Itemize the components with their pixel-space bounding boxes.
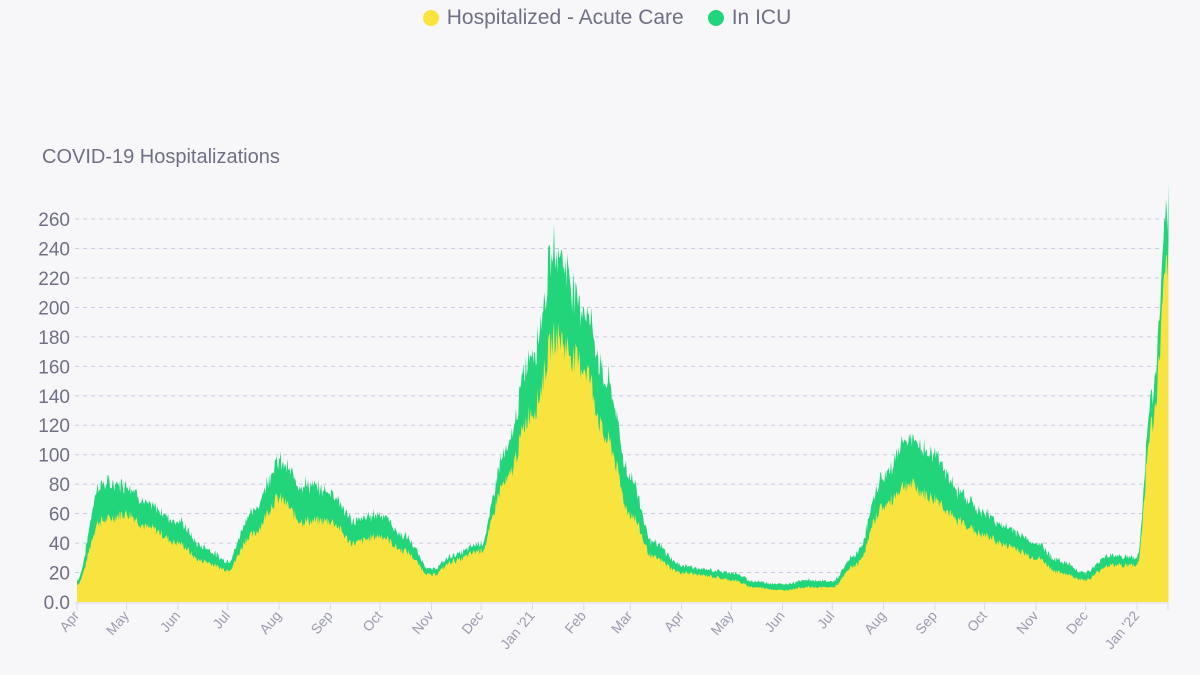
y-tick-label: 100 bbox=[38, 446, 70, 467]
x-tick-label: Feb bbox=[561, 607, 589, 636]
x-tick-label: Jul bbox=[814, 608, 838, 632]
x-tick-label: Jan '21 bbox=[497, 607, 538, 652]
y-tick-label: 180 bbox=[38, 328, 70, 349]
x-tick-label: Oct bbox=[964, 608, 990, 635]
y-tick-label: 220 bbox=[38, 269, 70, 290]
y-tick-label: 80 bbox=[49, 475, 70, 496]
y-tick-label: 120 bbox=[38, 416, 70, 437]
y-tick-label: 260 bbox=[38, 210, 70, 231]
x-tick-label: Oct bbox=[359, 608, 385, 635]
y-tick-label: 160 bbox=[38, 357, 70, 378]
y-tick-label: 20 bbox=[49, 564, 70, 585]
x-tick-label: Apr bbox=[661, 607, 687, 634]
y-tick-label: 200 bbox=[38, 298, 70, 319]
x-tick-label: Dec bbox=[1063, 608, 1091, 637]
legend-item-icu[interactable]: In ICU bbox=[694, 6, 792, 30]
x-tick-label: May bbox=[103, 608, 132, 639]
y-tick-label: 0.0 bbox=[44, 593, 70, 614]
x-tick-label: May bbox=[707, 608, 736, 639]
x-tick-label: Sep bbox=[912, 607, 940, 637]
legend-dot-icu bbox=[707, 10, 724, 26]
x-tick-label: Nov bbox=[408, 608, 436, 637]
x-tick-label: Mar bbox=[608, 607, 636, 636]
x-tick-label: Jul bbox=[209, 608, 233, 632]
x-tick-label: Nov bbox=[1013, 608, 1041, 637]
chart-legend: Hospitalized - Acute Care In ICU bbox=[0, 6, 1200, 30]
legend-label-acute-care: Hospitalized - Acute Care bbox=[446, 6, 684, 29]
legend-label-icu: In ICU bbox=[731, 6, 792, 29]
y-tick-label: 40 bbox=[49, 534, 70, 555]
chart-title: COVID-19 Hospitalizations bbox=[42, 146, 280, 168]
x-tick-label: Aug bbox=[861, 608, 889, 637]
x-tick-label: Jan '22 bbox=[1101, 607, 1142, 652]
x-tick-label: Dec bbox=[458, 608, 486, 637]
legend-item-acute-care[interactable]: Hospitalized - Acute Care bbox=[409, 6, 684, 30]
x-tick-label: Sep bbox=[307, 607, 335, 637]
y-tick-label: 140 bbox=[38, 387, 70, 408]
x-tick-label: Aug bbox=[256, 608, 284, 637]
y-tick-label: 240 bbox=[38, 239, 70, 260]
legend-dot-acute-care bbox=[422, 10, 439, 26]
y-tick-label: 60 bbox=[49, 505, 70, 526]
series-acute-care-area bbox=[77, 240, 1169, 603]
x-tick-label: Jun bbox=[761, 608, 788, 636]
x-tick-label: Jun bbox=[157, 608, 184, 636]
